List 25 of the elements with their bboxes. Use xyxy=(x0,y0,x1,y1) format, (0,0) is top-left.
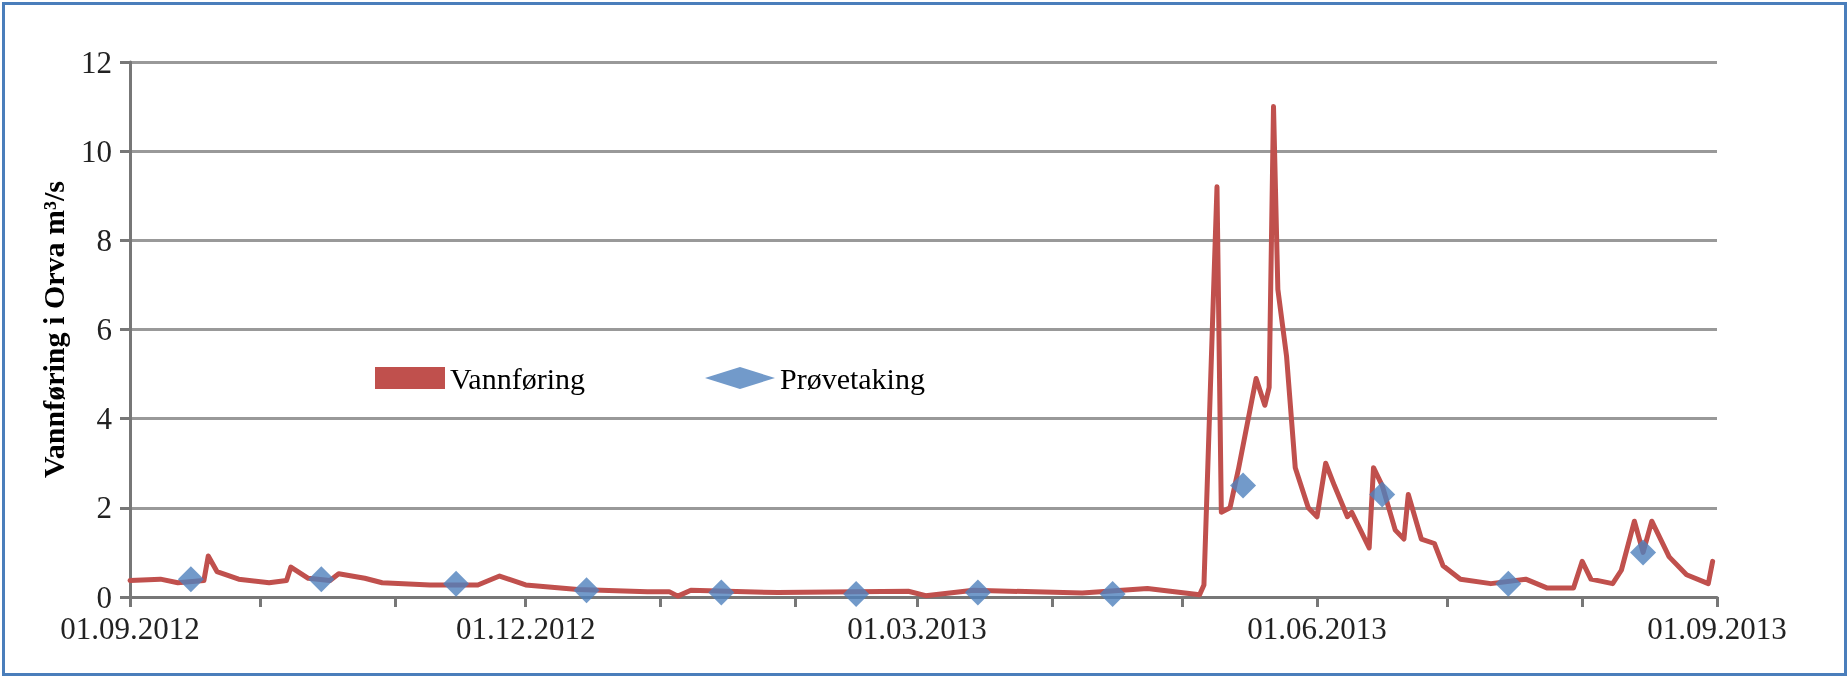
y-tick-label: 12 xyxy=(81,44,112,80)
point xyxy=(443,570,470,597)
point xyxy=(843,580,870,607)
y-tick-label: 8 xyxy=(96,222,112,258)
y-tick-label: 2 xyxy=(96,490,112,526)
point xyxy=(1099,580,1126,607)
y-axis-title: Vannføring i Orva m³/s xyxy=(36,180,70,479)
point xyxy=(1630,539,1657,566)
point xyxy=(1495,570,1522,597)
point xyxy=(964,579,991,606)
point xyxy=(708,579,735,606)
x-tick-label: 01.03.2013 xyxy=(847,611,987,646)
y-tick-label: 4 xyxy=(96,401,113,437)
y-tick-label: 6 xyxy=(96,312,112,347)
x-tick-label: 01.12.2012 xyxy=(455,611,596,646)
x-tick-label: 01.09.2013 xyxy=(1647,611,1787,646)
x-tick-label: 01.06.2013 xyxy=(1247,611,1387,646)
point xyxy=(573,577,600,604)
point xyxy=(308,566,335,593)
legend-label: Prøvetaking xyxy=(779,361,925,395)
y-tick-label: 10 xyxy=(81,133,112,169)
legend-label: Vannføring xyxy=(450,361,585,395)
point xyxy=(1230,472,1257,499)
point xyxy=(1369,481,1396,508)
point xyxy=(177,566,204,593)
